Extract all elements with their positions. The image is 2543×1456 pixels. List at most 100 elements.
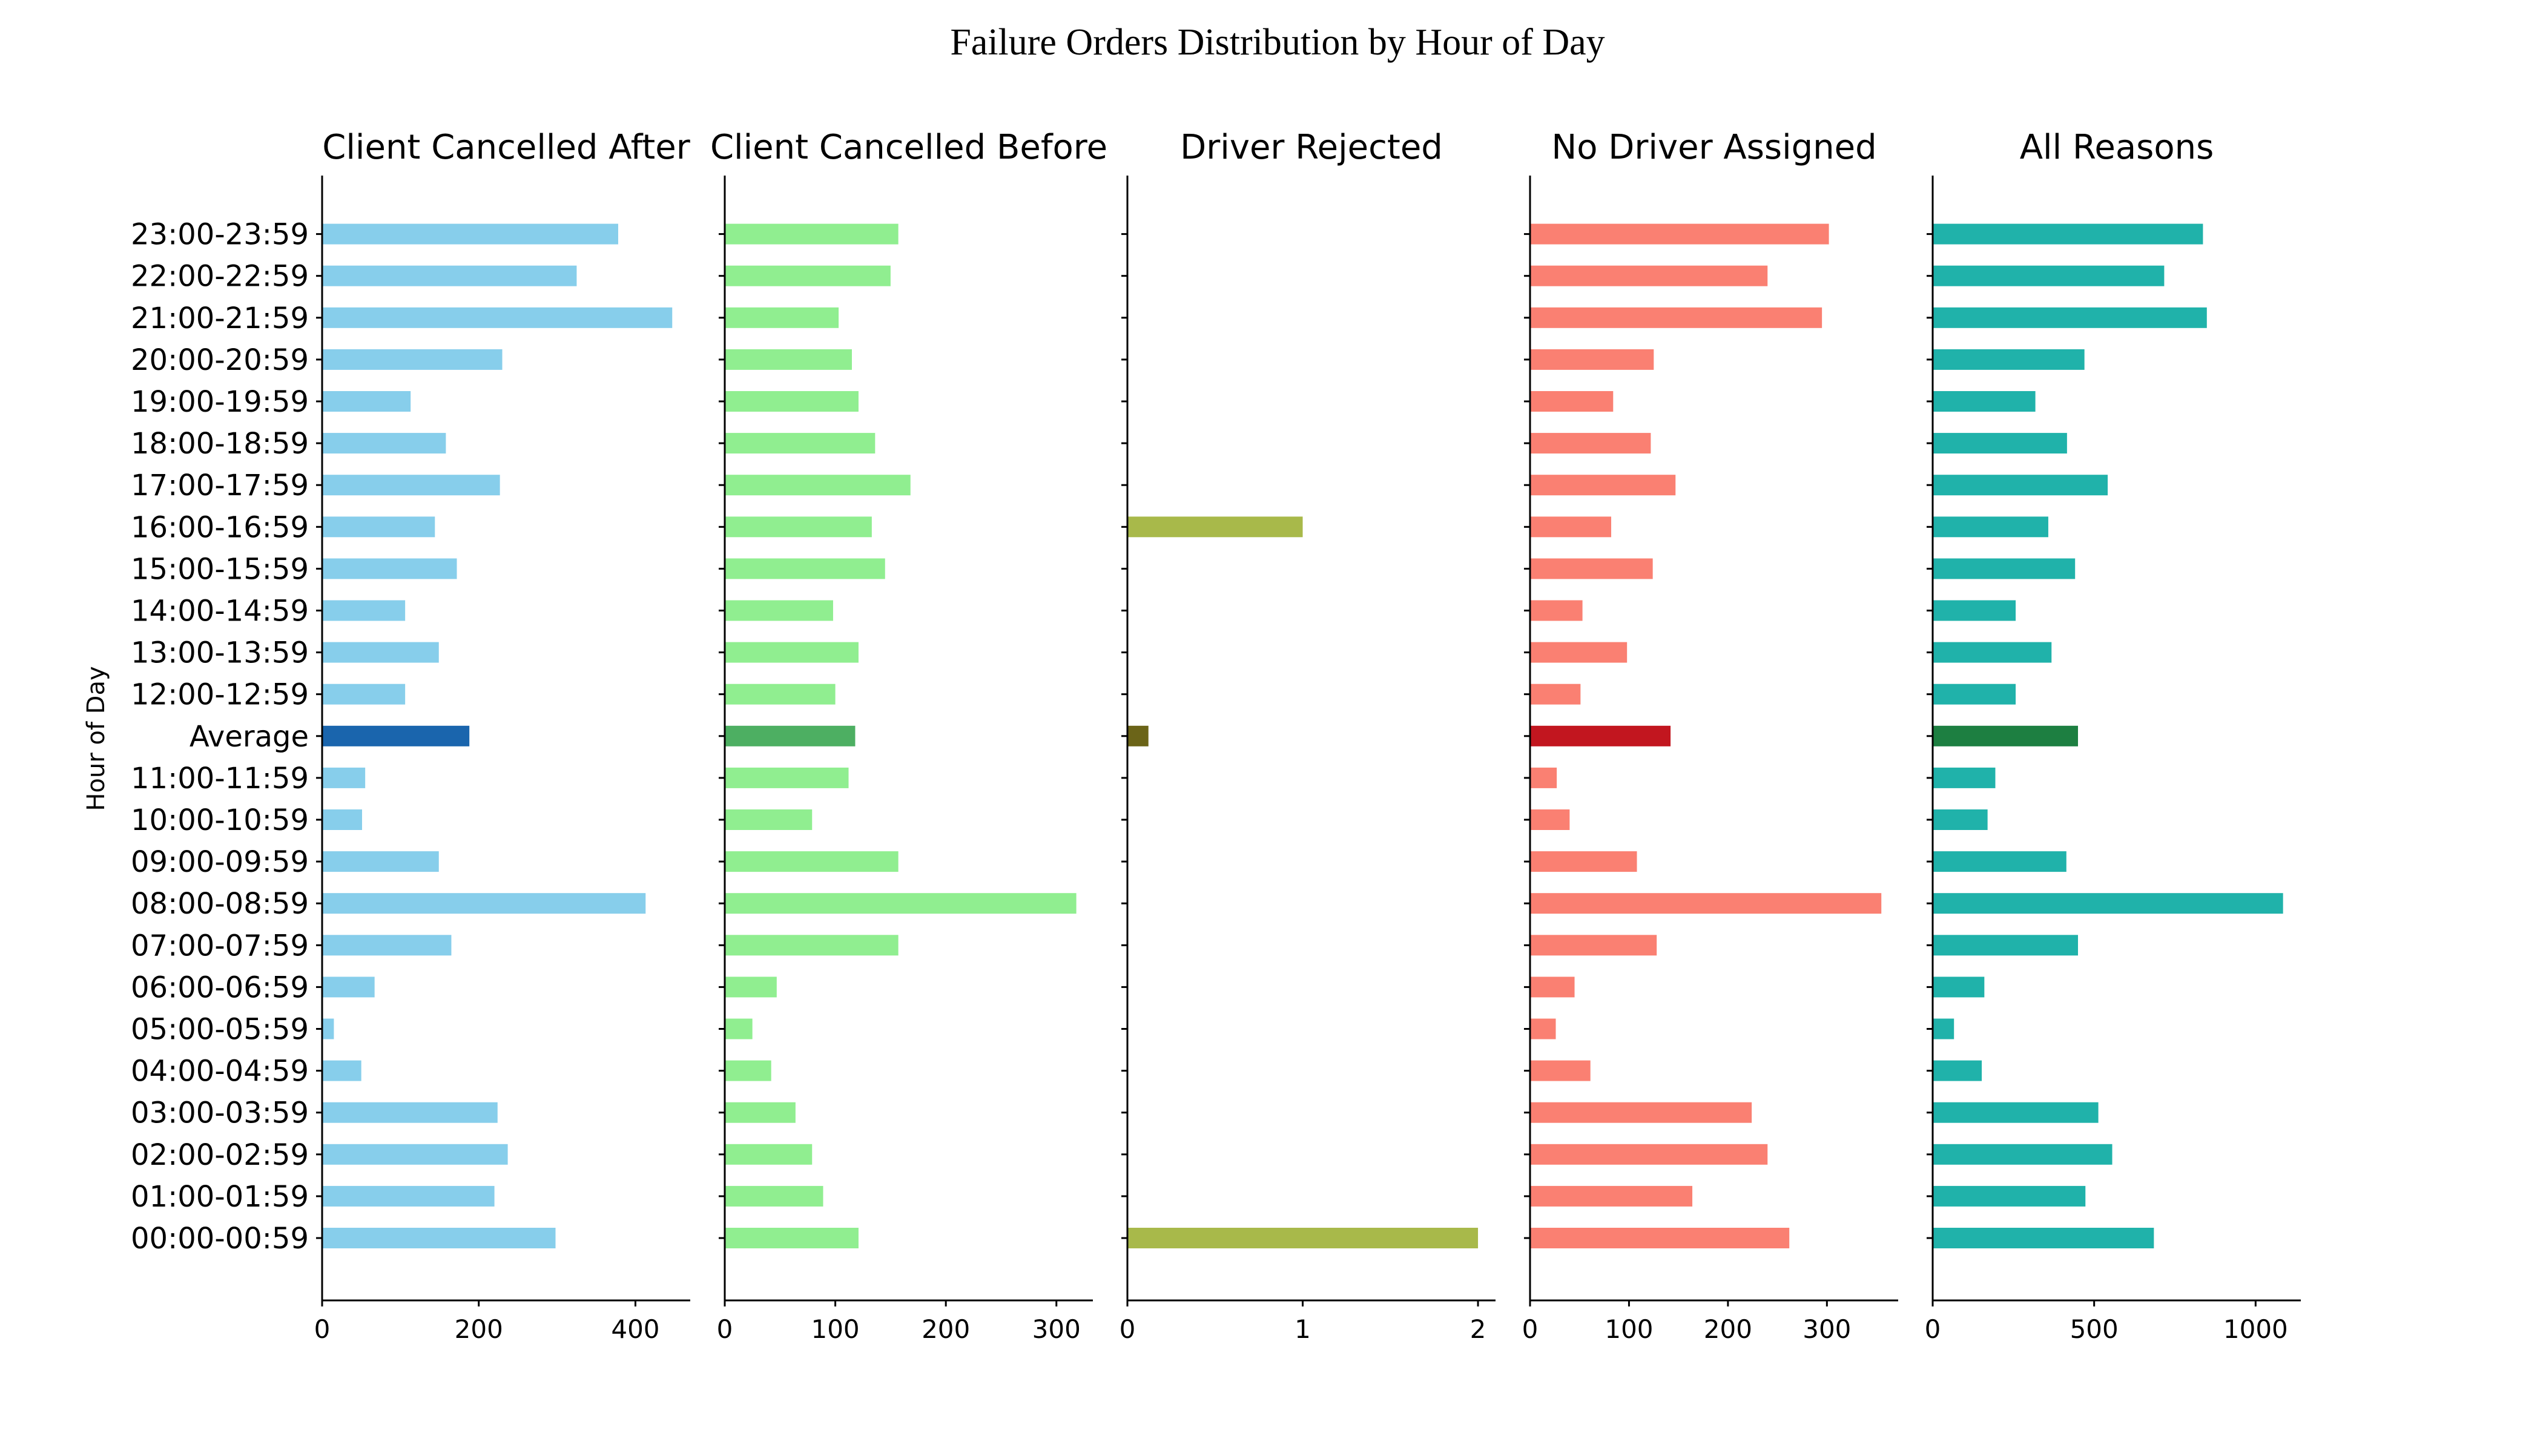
bar-all-reasons-19-00-19-59: [1933, 391, 2036, 412]
bar-client-cancelled-before-03-00-03-59: [725, 1102, 796, 1123]
bar-no-driver-assigned-05-00-05-59: [1530, 1018, 1556, 1039]
category-label-15-00-15-59: 15:00-15:59: [131, 552, 309, 586]
bar-client-cancelled-before-06-00-06-59: [725, 977, 777, 998]
bar-driver-rejected-00-00-00-59: [1127, 1228, 1479, 1248]
bar-no-driver-assigned-12-00-12-59: [1530, 684, 1581, 705]
bar-no-driver-assigned-10-00-10-59: [1530, 809, 1570, 830]
bar-client-cancelled-after-15-00-15-59: [322, 558, 457, 579]
category-label-00-00-00-59: 00:00-00:59: [131, 1222, 309, 1256]
panel-client-cancelled-before: Client Cancelled Before 0 100 200 300: [710, 128, 1107, 1344]
bar-client-cancelled-after-08-00-08-59: [322, 893, 646, 914]
bar-client-cancelled-after-11-00-11-59: [322, 767, 366, 788]
category-label-20-00-20-59: 20:00-20:59: [131, 343, 309, 377]
category-label-08-00-08-59: 08:00-08:59: [131, 887, 309, 921]
x-tick-label: 0: [717, 1314, 733, 1344]
category-label-12-00-12-59: 12:00-12:59: [131, 678, 309, 712]
bar-client-cancelled-after-16-00-16-59: [322, 516, 435, 538]
panel-driver-rejected: Driver Rejected 0 1 2: [1120, 128, 1496, 1344]
bar-no-driver-assigned-04-00-04-59: [1530, 1060, 1591, 1081]
bar-client-cancelled-before-average: [725, 725, 856, 746]
bar-no-driver-assigned-19-00-19-59: [1530, 391, 1614, 412]
x-tick-label: 100: [1605, 1314, 1653, 1344]
bar-no-driver-assigned-23-00-23-59: [1530, 223, 1829, 245]
bar-client-cancelled-after-20-00-20-59: [322, 349, 503, 370]
bar-client-cancelled-after-05-00-05-59: [322, 1018, 334, 1039]
bar-client-cancelled-after-19-00-19-59: [322, 391, 411, 412]
y-axis-label: Hour of Day: [82, 666, 110, 811]
category-label-04-00-04-59: 04:00-04:59: [131, 1055, 309, 1089]
bar-client-cancelled-before-02-00-02-59: [725, 1144, 813, 1165]
x-tick-label: 1: [1295, 1314, 1311, 1344]
x-tick-label: 1000: [2223, 1314, 2288, 1344]
panel-client-cancelled-after: Client Cancelled After 00:00-00:59 01:00-0…: [131, 128, 691, 1344]
bar-client-cancelled-before-13-00-13-59: [725, 642, 859, 663]
bar-client-cancelled-before-12-00-12-59: [725, 684, 836, 705]
category-label-11-00-11-59: 11:00-11:59: [131, 762, 309, 796]
bar-no-driver-assigned-03-00-03-59: [1530, 1102, 1752, 1123]
bar-all-reasons-03-00-03-59: [1933, 1102, 2099, 1123]
x-tick-label: 500: [2070, 1314, 2119, 1344]
category-label-19-00-19-59: 19:00-19:59: [131, 385, 309, 419]
bar-client-cancelled-before-05-00-05-59: [725, 1018, 753, 1039]
bar-no-driver-assigned-11-00-11-59: [1530, 767, 1557, 788]
bar-client-cancelled-before-00-00-00-59: [725, 1228, 859, 1248]
panel-title: All Reasons: [2020, 128, 2214, 167]
bar-no-driver-assigned-02-00-02-59: [1530, 1144, 1768, 1165]
category-label-average: Average: [190, 720, 309, 754]
bar-client-cancelled-before-18-00-18-59: [725, 433, 876, 454]
bar-client-cancelled-before-09-00-09-59: [725, 851, 899, 872]
x-tick-label: 2: [1470, 1314, 1486, 1344]
bar-no-driver-assigned-16-00-16-59: [1530, 516, 1612, 538]
bar-client-cancelled-after-12-00-12-59: [322, 684, 406, 705]
bar-all-reasons-00-00-00-59: [1933, 1228, 2154, 1248]
bar-client-cancelled-before-01-00-01-59: [725, 1185, 823, 1207]
bar-client-cancelled-after-10-00-10-59: [322, 809, 362, 830]
bar-client-cancelled-after-02-00-02-59: [322, 1144, 508, 1165]
bar-client-cancelled-before-17-00-17-59: [725, 475, 911, 496]
panel-title: Client Cancelled Before: [710, 128, 1107, 167]
bar-all-reasons-12-00-12-59: [1933, 684, 2016, 705]
category-label-01-00-01-59: 01:00-01:59: [131, 1180, 309, 1214]
bar-client-cancelled-before-14-00-14-59: [725, 600, 833, 621]
category-label-22-00-22-59: 22:00-22:59: [131, 260, 309, 294]
category-label-03-00-03-59: 03:00-03:59: [131, 1096, 309, 1130]
bar-client-cancelled-after-14-00-14-59: [322, 600, 406, 621]
category-label-05-00-05-59: 05:00-05:59: [131, 1013, 309, 1047]
x-tick-label: 300: [1032, 1314, 1081, 1344]
bar-client-cancelled-after-13-00-13-59: [322, 642, 439, 663]
bar-no-driver-assigned-18-00-18-59: [1530, 433, 1651, 454]
bar-client-cancelled-before-15-00-15-59: [725, 558, 885, 579]
bar-all-reasons-21-00-21-59: [1933, 307, 2207, 328]
bar-all-reasons-02-00-02-59: [1933, 1144, 2113, 1165]
bar-no-driver-assigned-22-00-22-59: [1530, 265, 1768, 286]
category-label-18-00-18-59: 18:00-18:59: [131, 427, 309, 461]
bar-all-reasons-05-00-05-59: [1933, 1018, 1954, 1039]
category-label-09-00-09-59: 09:00-09:59: [131, 845, 309, 879]
panel-all-reasons: All Reasons 0 500 1000: [1925, 128, 2301, 1344]
category-label-16-00-16-59: 16:00-16:59: [131, 510, 309, 544]
panel-title: Client Cancelled After: [322, 128, 690, 167]
bar-all-reasons-04-00-04-59: [1933, 1060, 1982, 1081]
panel-title: Driver Rejected: [1180, 128, 1443, 167]
bar-client-cancelled-before-16-00-16-59: [725, 516, 872, 538]
category-label-21-00-21-59: 21:00-21:59: [131, 301, 309, 335]
x-tick-label: 200: [1704, 1314, 1752, 1344]
bar-all-reasons-13-00-13-59: [1933, 642, 2052, 663]
bar-client-cancelled-before-08-00-08-59: [725, 893, 1077, 914]
bar-all-reasons-08-00-08-59: [1933, 893, 2283, 914]
x-tick-label: 400: [611, 1314, 659, 1344]
bar-client-cancelled-before-22-00-22-59: [725, 265, 891, 286]
bar-client-cancelled-before-10-00-10-59: [725, 809, 813, 830]
x-tick-label: 0: [1120, 1314, 1136, 1344]
bar-client-cancelled-before-11-00-11-59: [725, 767, 849, 788]
bar-all-reasons-06-00-06-59: [1933, 977, 1985, 998]
bar-no-driver-assigned-06-00-06-59: [1530, 977, 1575, 998]
x-tick-label: 200: [455, 1314, 503, 1344]
panel-no-driver-assigned: No Driver Assigned 0 100 200 300: [1522, 128, 1898, 1344]
category-label-13-00-13-59: 13:00-13:59: [131, 636, 309, 670]
bar-no-driver-assigned-20-00-20-59: [1530, 349, 1654, 370]
bar-client-cancelled-before-07-00-07-59: [725, 935, 899, 956]
bar-all-reasons-23-00-23-59: [1933, 223, 2203, 245]
chart-title: Failure Orders Distribution by Hour of D…: [950, 22, 1605, 63]
